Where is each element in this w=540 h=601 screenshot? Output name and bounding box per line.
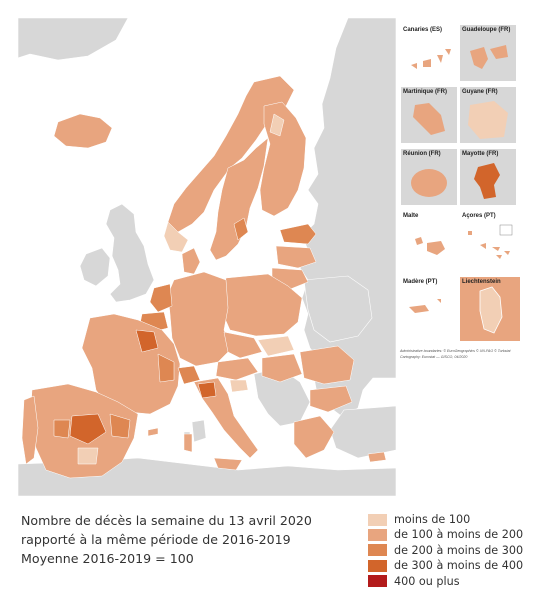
liechtenstein-shape [460, 277, 520, 341]
map-frame: Canaries (ES) Canaries (ES) Guadeloupe (… [17, 17, 520, 497]
caption-line-2: rapporté à la même période de 2016-2019 [21, 532, 291, 547]
acores-shape [460, 211, 516, 267]
inset-label: Canaries (ES) [403, 27, 443, 33]
inset-label: Réunion (FR) [403, 151, 441, 157]
inset-malte: Malte [400, 210, 457, 267]
inset-label: Martinique (FR) [403, 89, 447, 95]
non-covered-land [17, 17, 397, 497]
legend-label: de 300 à moins de 400 [394, 559, 524, 573]
map-legend: moins de 100 de 100 à moins de 200 de 20… [368, 512, 523, 589]
legend-swatch [368, 513, 387, 526]
inset-label: Madère (PT) [403, 279, 438, 285]
legend-item: de 200 à moins de 300 [368, 543, 523, 558]
inset-label: Guyane (FR) [462, 89, 498, 95]
inset-martinique: Martinique (FR) [400, 86, 457, 143]
covered-regions [21, 75, 387, 479]
inset-canaries: Canaries (ES) Canaries (ES) [400, 24, 457, 81]
guadeloupe-shape [460, 25, 516, 81]
inset-reunion: Réunion (FR) [400, 148, 457, 205]
inset-label: Malte [403, 213, 419, 219]
martinique-shape [401, 87, 457, 143]
legend-label: de 100 à moins de 200 [394, 528, 524, 542]
legend-swatch [368, 559, 387, 572]
legend-item: 400 ou plus [368, 574, 523, 589]
inset-guadeloupe: Guadeloupe (FR) [459, 24, 516, 81]
legend-item: de 300 à moins de 400 [368, 558, 523, 573]
malte-shape [401, 211, 457, 267]
reunion-shape [401, 149, 457, 205]
inset-label: Mayotte (FR) [462, 151, 499, 157]
legend-item: moins de 100 [368, 512, 523, 527]
mayotte-shape [460, 149, 516, 205]
europe-map [17, 17, 520, 497]
caption-line-3: Moyenne 2016-2019 = 100 [21, 551, 194, 566]
legend-item: de 100 à moins de 200 [368, 527, 523, 542]
legend-label: de 200 à moins de 300 [394, 543, 524, 557]
inset-label: Liechtenstein [462, 279, 501, 285]
inset-label: Guadeloupe (FR) [462, 27, 511, 33]
legend-swatch [368, 544, 387, 557]
inset-liechtenstein: Liechtenstein [459, 276, 520, 341]
legend-label: moins de 100 [394, 513, 471, 526]
guyane-shape [460, 87, 516, 143]
map-credit-line1: Administrative boundaries: © EuroGeograp… [400, 349, 511, 353]
inset-guyane: Guyane (FR) [459, 86, 516, 143]
inset-madere: Madère (PT) [400, 276, 457, 333]
legend-swatch [368, 528, 387, 541]
legend-label: 400 ou plus [394, 574, 460, 588]
inset-mayotte: Mayotte (FR) [459, 148, 516, 205]
inset-label: Açores (PT) [462, 213, 496, 219]
legend-swatch [368, 575, 387, 588]
caption-line-1: Nombre de décès la semaine du 13 avril 2… [21, 513, 312, 528]
madere-shape [401, 277, 457, 333]
inset-acores: Açores (PT) [459, 210, 516, 267]
map-caption: Nombre de décès la semaine du 13 avril 2… [21, 511, 321, 568]
canaries-shape [401, 25, 457, 81]
map-credit-line2: Cartography: Eurostat — GISCO, 04/2020 [400, 355, 468, 359]
